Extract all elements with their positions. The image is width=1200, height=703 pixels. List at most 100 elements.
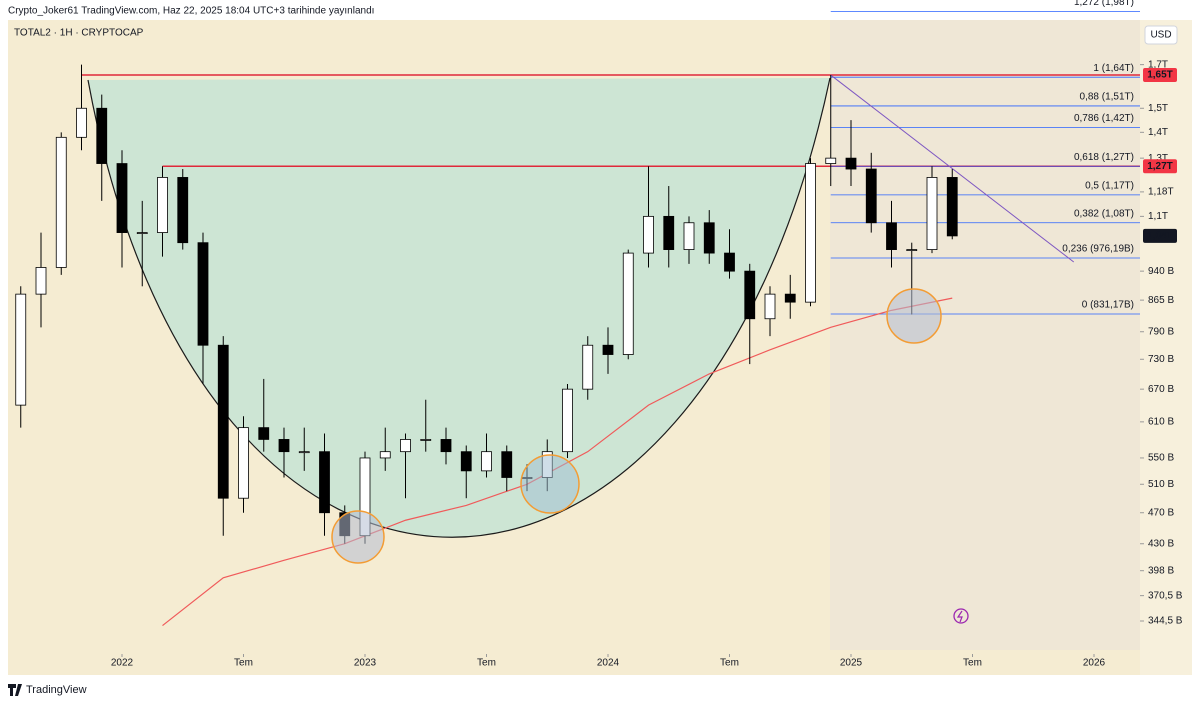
y-tick-label: 550 B: [1148, 453, 1174, 464]
publisher-line: Crypto_Joker61 TradingView.com, Haz 22, …: [8, 6, 374, 17]
candle-body: [136, 232, 148, 234]
candle-body: [825, 157, 837, 164]
price-axis: [1140, 20, 1192, 675]
candle-body: [217, 344, 229, 499]
candle-body: [177, 177, 189, 244]
candle-body: [35, 267, 47, 295]
y-tick-label: 790 B: [1148, 326, 1174, 337]
candle-body: [602, 344, 614, 355]
candle-body: [420, 439, 432, 441]
y-tick-label: 470 B: [1148, 507, 1174, 518]
x-tick-label: Tem: [477, 658, 496, 669]
candle-body: [926, 177, 938, 250]
y-tick-label: 430 B: [1148, 538, 1174, 549]
candle-body: [76, 107, 87, 138]
y-tick-label: 1,18T: [1148, 187, 1174, 198]
candle-body: [805, 163, 816, 303]
alert-icon[interactable]: [953, 608, 969, 624]
fib-label: 0 (831,17B): [1082, 300, 1134, 311]
brand-name: TradingView: [26, 684, 87, 696]
x-tick-label: 2023: [354, 658, 377, 669]
candle-body: [764, 293, 776, 320]
candle-body: [460, 451, 472, 472]
y-tick-label: 670 B: [1148, 384, 1174, 395]
y-tick-label: 370,5 B: [1148, 590, 1183, 601]
x-tick-label: 2024: [597, 658, 620, 669]
candle-body: [440, 439, 452, 453]
candle-body: [278, 439, 290, 453]
y-tick-label: 1,7T: [1148, 59, 1168, 70]
candle-body: [582, 344, 594, 390]
candle-body: [906, 249, 918, 251]
candle-body: [845, 157, 857, 170]
x-tick-label: Tem: [234, 658, 253, 669]
y-tick-label: 1,1T: [1148, 211, 1168, 222]
candle-body: [400, 439, 411, 453]
candle-body: [96, 107, 108, 164]
x-tick-label: 2025: [840, 658, 863, 669]
candle-body: [663, 215, 675, 250]
y-tick-label: 1,5T: [1148, 103, 1168, 114]
fib-label: 0,786 (1,42T): [1074, 113, 1134, 124]
x-tick-label: 2026: [1083, 658, 1106, 669]
fib-label: 0,382 (1,08T): [1074, 208, 1134, 219]
y-tick-label: 940 B: [1148, 266, 1174, 277]
candle-body: [258, 427, 270, 440]
candle-body: [886, 222, 897, 250]
candle-body: [501, 451, 513, 478]
currency-button[interactable]: [1144, 25, 1178, 45]
candle-body: [724, 252, 735, 272]
fib-label: 0,5 (1,17T): [1085, 181, 1134, 192]
candle-body: [298, 451, 310, 454]
candle-body: [481, 451, 492, 472]
highlight-circle: [520, 454, 580, 514]
cup-fill: [88, 78, 830, 538]
candle-body: [379, 451, 391, 459]
candle-body: [946, 177, 958, 237]
fib-label: 1,272 (1,98T): [1074, 0, 1134, 8]
x-tick-label: Tem: [963, 658, 982, 669]
highlight-circle: [331, 510, 385, 564]
brand-logo: [8, 684, 22, 696]
candle-body: [157, 177, 168, 233]
candle-body: [116, 163, 128, 233]
fib-label: 0,236 (976,19B): [1062, 244, 1134, 255]
y-tick-label: 865 B: [1148, 295, 1174, 306]
candle-body: [55, 136, 67, 268]
fib-label: 0,88 (1,51T): [1080, 92, 1134, 103]
candle-body: [683, 222, 695, 250]
y-tick-label: 510 B: [1148, 479, 1174, 490]
symbol-line: TOTAL2 · 1H · CRYPTOCAP: [14, 28, 144, 39]
candle-body: [319, 451, 330, 514]
y-tick-label: 1,4T: [1148, 127, 1168, 138]
alert-bolt: [956, 610, 963, 623]
candle-body: [15, 293, 27, 406]
price-tag-label: 1,65T: [1147, 70, 1173, 81]
candle-body: [197, 242, 209, 346]
currency-label: USD: [1150, 30, 1171, 41]
x-tick-label: Tem: [720, 658, 739, 669]
projection-zone: [830, 20, 1140, 650]
y-tick-label: 344,5 B: [1148, 616, 1183, 627]
fib-label: 1 (1,64T): [1093, 63, 1134, 74]
trendline: [830, 74, 1075, 263]
price-tag: [1143, 68, 1177, 83]
candle-body: [865, 168, 877, 224]
candle-body: [562, 388, 573, 453]
candle-body: [622, 252, 634, 355]
y-tick-label: 1,3T: [1148, 153, 1168, 164]
y-tick-label: 398 B: [1148, 565, 1174, 576]
candle-body: [703, 222, 715, 254]
candle-body: [744, 270, 756, 320]
y-tick-label: 730 B: [1148, 354, 1174, 365]
candle-body: [238, 427, 249, 499]
price-tag-label: 1,27T: [1147, 161, 1173, 172]
y-tick-label: 610 B: [1148, 417, 1174, 428]
price-tag: [1143, 228, 1177, 243]
highlight-circle: [886, 288, 942, 344]
price-tag-label: 1,04T: [1147, 231, 1173, 242]
candle-body: [643, 215, 654, 254]
fib-label: 0,618 (1,27T): [1074, 152, 1134, 163]
price-tag: [1143, 159, 1177, 174]
